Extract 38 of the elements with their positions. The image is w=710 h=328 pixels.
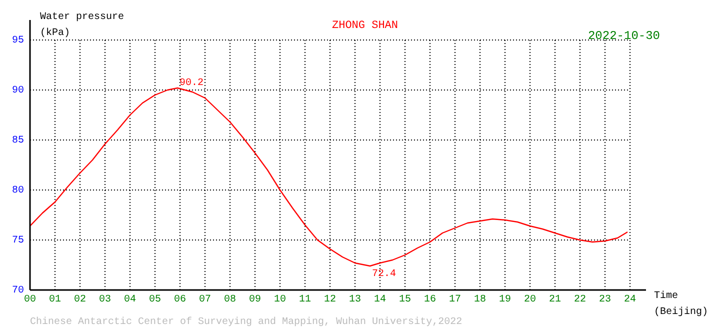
y-axis-title: Water pressure (kPa) — [40, 12, 124, 39]
x-tick-label: 00 — [24, 294, 36, 306]
x-tick-label: 21 — [548, 294, 562, 306]
annotation: 90.2 — [180, 78, 204, 89]
chart-title: ZHONG SHAN — [332, 20, 398, 32]
x-tick-label: 19 — [498, 294, 512, 306]
x-tick-label: 22 — [574, 294, 586, 306]
x-tick-label: 13 — [348, 294, 362, 306]
x-tick-label: 20 — [524, 294, 536, 306]
y-tick-label: 95 — [12, 36, 24, 47]
y-tick-label: 90 — [12, 86, 24, 97]
x-tick-label: 03 — [98, 294, 112, 306]
x-axis-title: Time (Beijing) — [654, 290, 708, 318]
y-tick-label: 75 — [12, 236, 24, 247]
x-tick-label: 18 — [474, 294, 486, 306]
x-tick-label: 02 — [74, 294, 86, 306]
x-tick-label: 16 — [424, 294, 436, 306]
x-tick-label: 08 — [224, 294, 236, 306]
x-tick-label: 01 — [48, 294, 62, 306]
x-tick-label: 10 — [274, 294, 286, 306]
y-tick-label: 70 — [12, 286, 24, 297]
text: Chinese Antarctic Center of Surveying and Mapping, Wuhan University,2022 — [30, 316, 462, 328]
x-tick-label: 09 — [248, 294, 262, 306]
annotation: 2022-10-30 — [588, 29, 660, 43]
x-tick-label: 14 — [374, 294, 386, 306]
x-tick-label: 04 — [124, 294, 136, 306]
x-tick-label: 17 — [448, 294, 462, 306]
x-tick-label: 05 — [148, 294, 162, 306]
y-tick-label: 80 — [12, 186, 24, 197]
x-tick-label: 24 — [624, 294, 636, 306]
y-tick-label: 85 — [12, 136, 24, 147]
x-tick-label: 23 — [598, 294, 612, 306]
x-tick-label: 07 — [198, 294, 212, 306]
x-tick-label: 15 — [398, 294, 412, 306]
x-tick-label: 11 — [298, 294, 312, 306]
x-tick-label: 12 — [324, 294, 336, 306]
annotation: 72.4 — [372, 269, 396, 280]
x-tick-label: 06 — [174, 294, 186, 306]
